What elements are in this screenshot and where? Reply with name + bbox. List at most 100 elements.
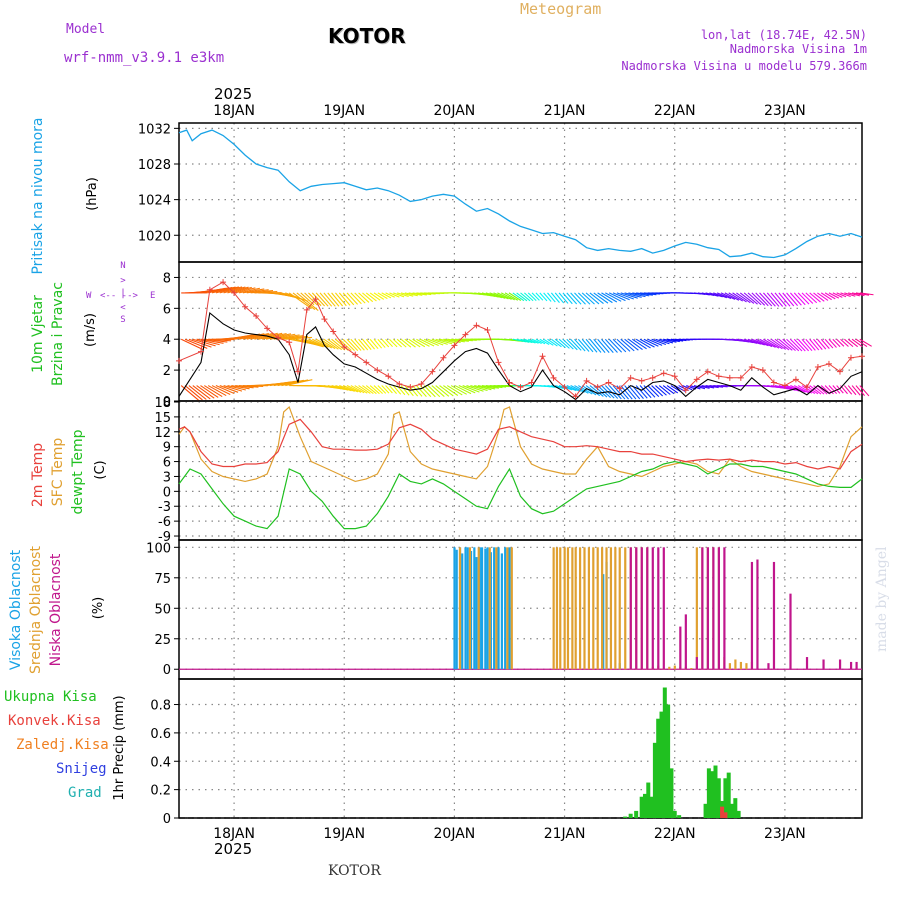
wind-arrow [292, 292, 316, 311]
mid-cloud-bar [583, 547, 586, 670]
wind-arrow [782, 385, 800, 392]
precip-total-bar [639, 796, 644, 818]
wind-arrow [801, 338, 813, 352]
mid-cloud-bar [495, 547, 498, 670]
low-cloud-bar [629, 547, 632, 670]
wind-arrow [632, 338, 647, 350]
wind-arrow [412, 292, 427, 296]
wind-arrow [840, 338, 849, 347]
wind-arrow [813, 385, 825, 395]
y-tick-label: 6 [163, 302, 171, 317]
footer-station: KOTOR [328, 863, 381, 879]
gust-marker [704, 368, 711, 375]
wind-arrow [605, 292, 622, 302]
low-cloud-bar [822, 659, 825, 670]
mid-cloud-bar [555, 547, 559, 670]
wind-arrow [211, 286, 236, 294]
compass-arrow-s: < [120, 303, 126, 313]
gust-marker [859, 353, 865, 360]
mid-cloud-bar [510, 547, 513, 670]
high-cloud-bar [508, 547, 511, 670]
mid-cloud-bar [596, 547, 599, 670]
gust-marker [693, 376, 700, 383]
wind-arrow [840, 292, 851, 298]
wind-arrow [574, 385, 589, 394]
precip-total-bar [730, 803, 735, 818]
wind-arrow [847, 338, 858, 348]
wind-arrow [512, 292, 525, 302]
wind-unit: (m/s) [83, 313, 98, 347]
date-label-top: 18JAN [213, 103, 255, 119]
low-cloud-bar [789, 593, 792, 670]
wind-arrow [778, 338, 793, 351]
low-cloud-bar [849, 661, 853, 670]
wind-arrow [805, 292, 818, 304]
wind-arrow [855, 338, 868, 348]
wind-arrow [585, 385, 601, 397]
wind-arrow [597, 338, 610, 354]
wind-arrow [820, 338, 830, 349]
low-cloud-bar [695, 657, 698, 670]
gust-marker [294, 368, 301, 375]
wind-arrow [782, 338, 796, 352]
low-cloud-bar [640, 547, 643, 670]
wind-arrow [288, 292, 312, 309]
wind-arrow [462, 385, 480, 393]
wind-arrow [770, 292, 784, 307]
sfc-temp-line [178, 405, 863, 488]
wind-arrow [227, 385, 246, 391]
gust-marker [176, 357, 182, 364]
wind-arrow [747, 338, 765, 346]
y-tick-label: 100 [146, 541, 171, 556]
mid-cloud-bar [559, 547, 562, 670]
gust-marker [385, 373, 392, 380]
precip-total-bar [677, 815, 682, 818]
wind-arrow [235, 385, 254, 389]
y-tick-label: 12 [154, 426, 171, 441]
wind-arrow [365, 385, 377, 395]
wind-arrow [520, 292, 531, 302]
wind-arrow [790, 385, 806, 393]
high-cloud-bar [466, 547, 469, 670]
mid-cloud-bar [571, 547, 574, 670]
wind-arrow [577, 338, 590, 352]
date-label-bottom: 23JAN [764, 826, 806, 842]
y-tick-label: 0.2 [150, 784, 171, 799]
y-tick-label: -3 [158, 500, 171, 515]
wind-arrow [551, 338, 562, 348]
wind-arrow [319, 292, 333, 307]
wind-arrow [786, 292, 798, 306]
high-cloud-bar [497, 547, 500, 670]
cloud-panel: 0 25 50 75 100 [146, 539, 863, 680]
gust-marker [303, 306, 310, 313]
gust-marker [660, 370, 667, 377]
wind-arrow [631, 385, 644, 399]
low-cloud-bar [701, 547, 704, 670]
wind-arrow [458, 385, 476, 394]
wind-arrow [593, 292, 609, 304]
precip-legend-snow: Snijeg [56, 761, 107, 777]
wind-arrow [539, 292, 548, 302]
wind-arrow [786, 338, 800, 352]
gust-marker [363, 359, 370, 366]
wind-arrow [408, 338, 421, 348]
temp2m-ylabel: 2m Temp [30, 443, 46, 507]
gust-marker [770, 379, 777, 386]
wind-arrow [824, 338, 834, 349]
gust-marker [451, 342, 458, 349]
precip-total-bar [733, 798, 738, 818]
mid-cloud-bar [668, 666, 671, 670]
mid-cloud-bar [552, 547, 555, 670]
gust-marker [550, 374, 557, 381]
precip-total-bar [716, 778, 721, 818]
y-tick-label: 8 [163, 271, 171, 286]
wind-arrow [423, 385, 436, 398]
wind-ylabel-sub: Brzina i Pravac [50, 282, 66, 386]
gust-marker [517, 384, 524, 391]
y-tick-label: 75 [154, 572, 171, 587]
wind-arrow [647, 385, 660, 398]
wind-arrow [589, 338, 602, 353]
pressure-panel: 1020 1024 1028 1032 [138, 122, 863, 263]
precip-conv-bar [723, 812, 728, 818]
wind-arrow [493, 292, 509, 300]
